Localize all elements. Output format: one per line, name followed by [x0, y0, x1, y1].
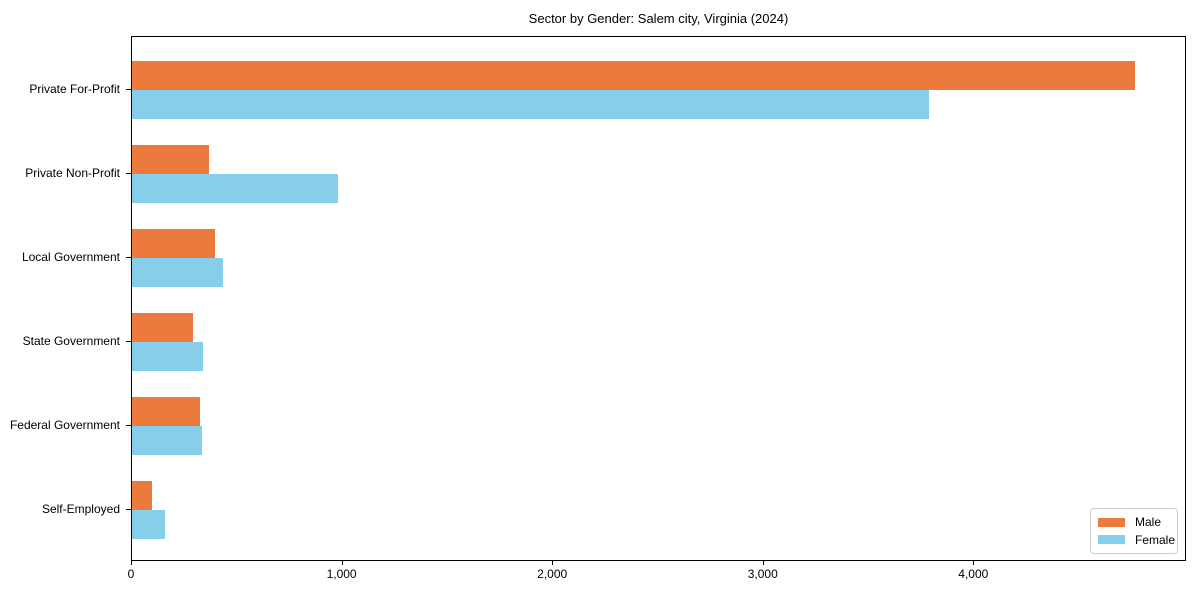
y-tick-mark [126, 89, 131, 90]
x-tick-label-1000: 1,000 [326, 567, 357, 581]
bar-female-local-government [132, 258, 224, 287]
legend-item-male: Male [1098, 515, 1170, 529]
y-tick-mark [126, 173, 131, 174]
plot-area [131, 36, 1186, 561]
legend-label-female: Female [1135, 532, 1176, 547]
bar-male-state-government [132, 313, 193, 342]
x-tick-mark [131, 561, 132, 565]
chart-title: Sector by Gender: Salem city, Virginia (… [528, 11, 789, 26]
x-tick-label-4000: 4,000 [958, 567, 989, 581]
legend-swatch-female [1098, 535, 1125, 545]
x-tick-mark [973, 561, 975, 565]
legend-swatch-male [1098, 517, 1125, 527]
y-axis-label-local-government: Local Government [21, 250, 120, 264]
y-axis-label-federal-government: Federal Government [9, 418, 120, 432]
bar-male-local-government [132, 229, 216, 258]
legend-label-male: Male [1135, 515, 1162, 530]
x-tick-mark [341, 561, 343, 565]
bar-female-private-non-profit [132, 174, 338, 203]
y-axis-label-private-for-profit: Private For-Profit [29, 82, 120, 96]
y-tick-mark [126, 509, 131, 510]
y-tick-mark [126, 341, 131, 342]
bar-female-federal-government [132, 426, 203, 455]
x-tick-label-3000: 3,000 [747, 567, 778, 581]
y-axis-labels: Private For-Profit Private Non-Profit Loca… [0, 36, 120, 561]
x-tick-mark [762, 561, 764, 565]
legend: Male Female [1090, 508, 1178, 554]
y-axis-label-state-government: State Government [22, 334, 120, 348]
bar-male-self-employed [132, 481, 152, 510]
bar-female-state-government [132, 342, 204, 371]
bar-female-private-for-profit [132, 90, 929, 119]
bar-male-private-for-profit [132, 61, 1135, 90]
y-axis-label-self-employed: Self-Employed [41, 502, 120, 516]
bar-male-federal-government [132, 397, 201, 426]
legend-item-female: Female [1098, 533, 1175, 547]
y-tick-mark [126, 257, 131, 258]
bar-female-self-employed [132, 510, 165, 539]
x-axis-ticks: 0 1,000 2,000 3,000 4,000 [127, 561, 1186, 591]
x-tick-label-2000: 2,000 [537, 567, 568, 581]
x-tick-label-0: 0 [127, 567, 135, 581]
bar-male-private-non-profit [132, 145, 209, 174]
y-axis-label-private-non-profit: Private Non-Profit [25, 166, 120, 180]
x-tick-mark [552, 561, 554, 565]
y-tick-mark [126, 425, 131, 426]
